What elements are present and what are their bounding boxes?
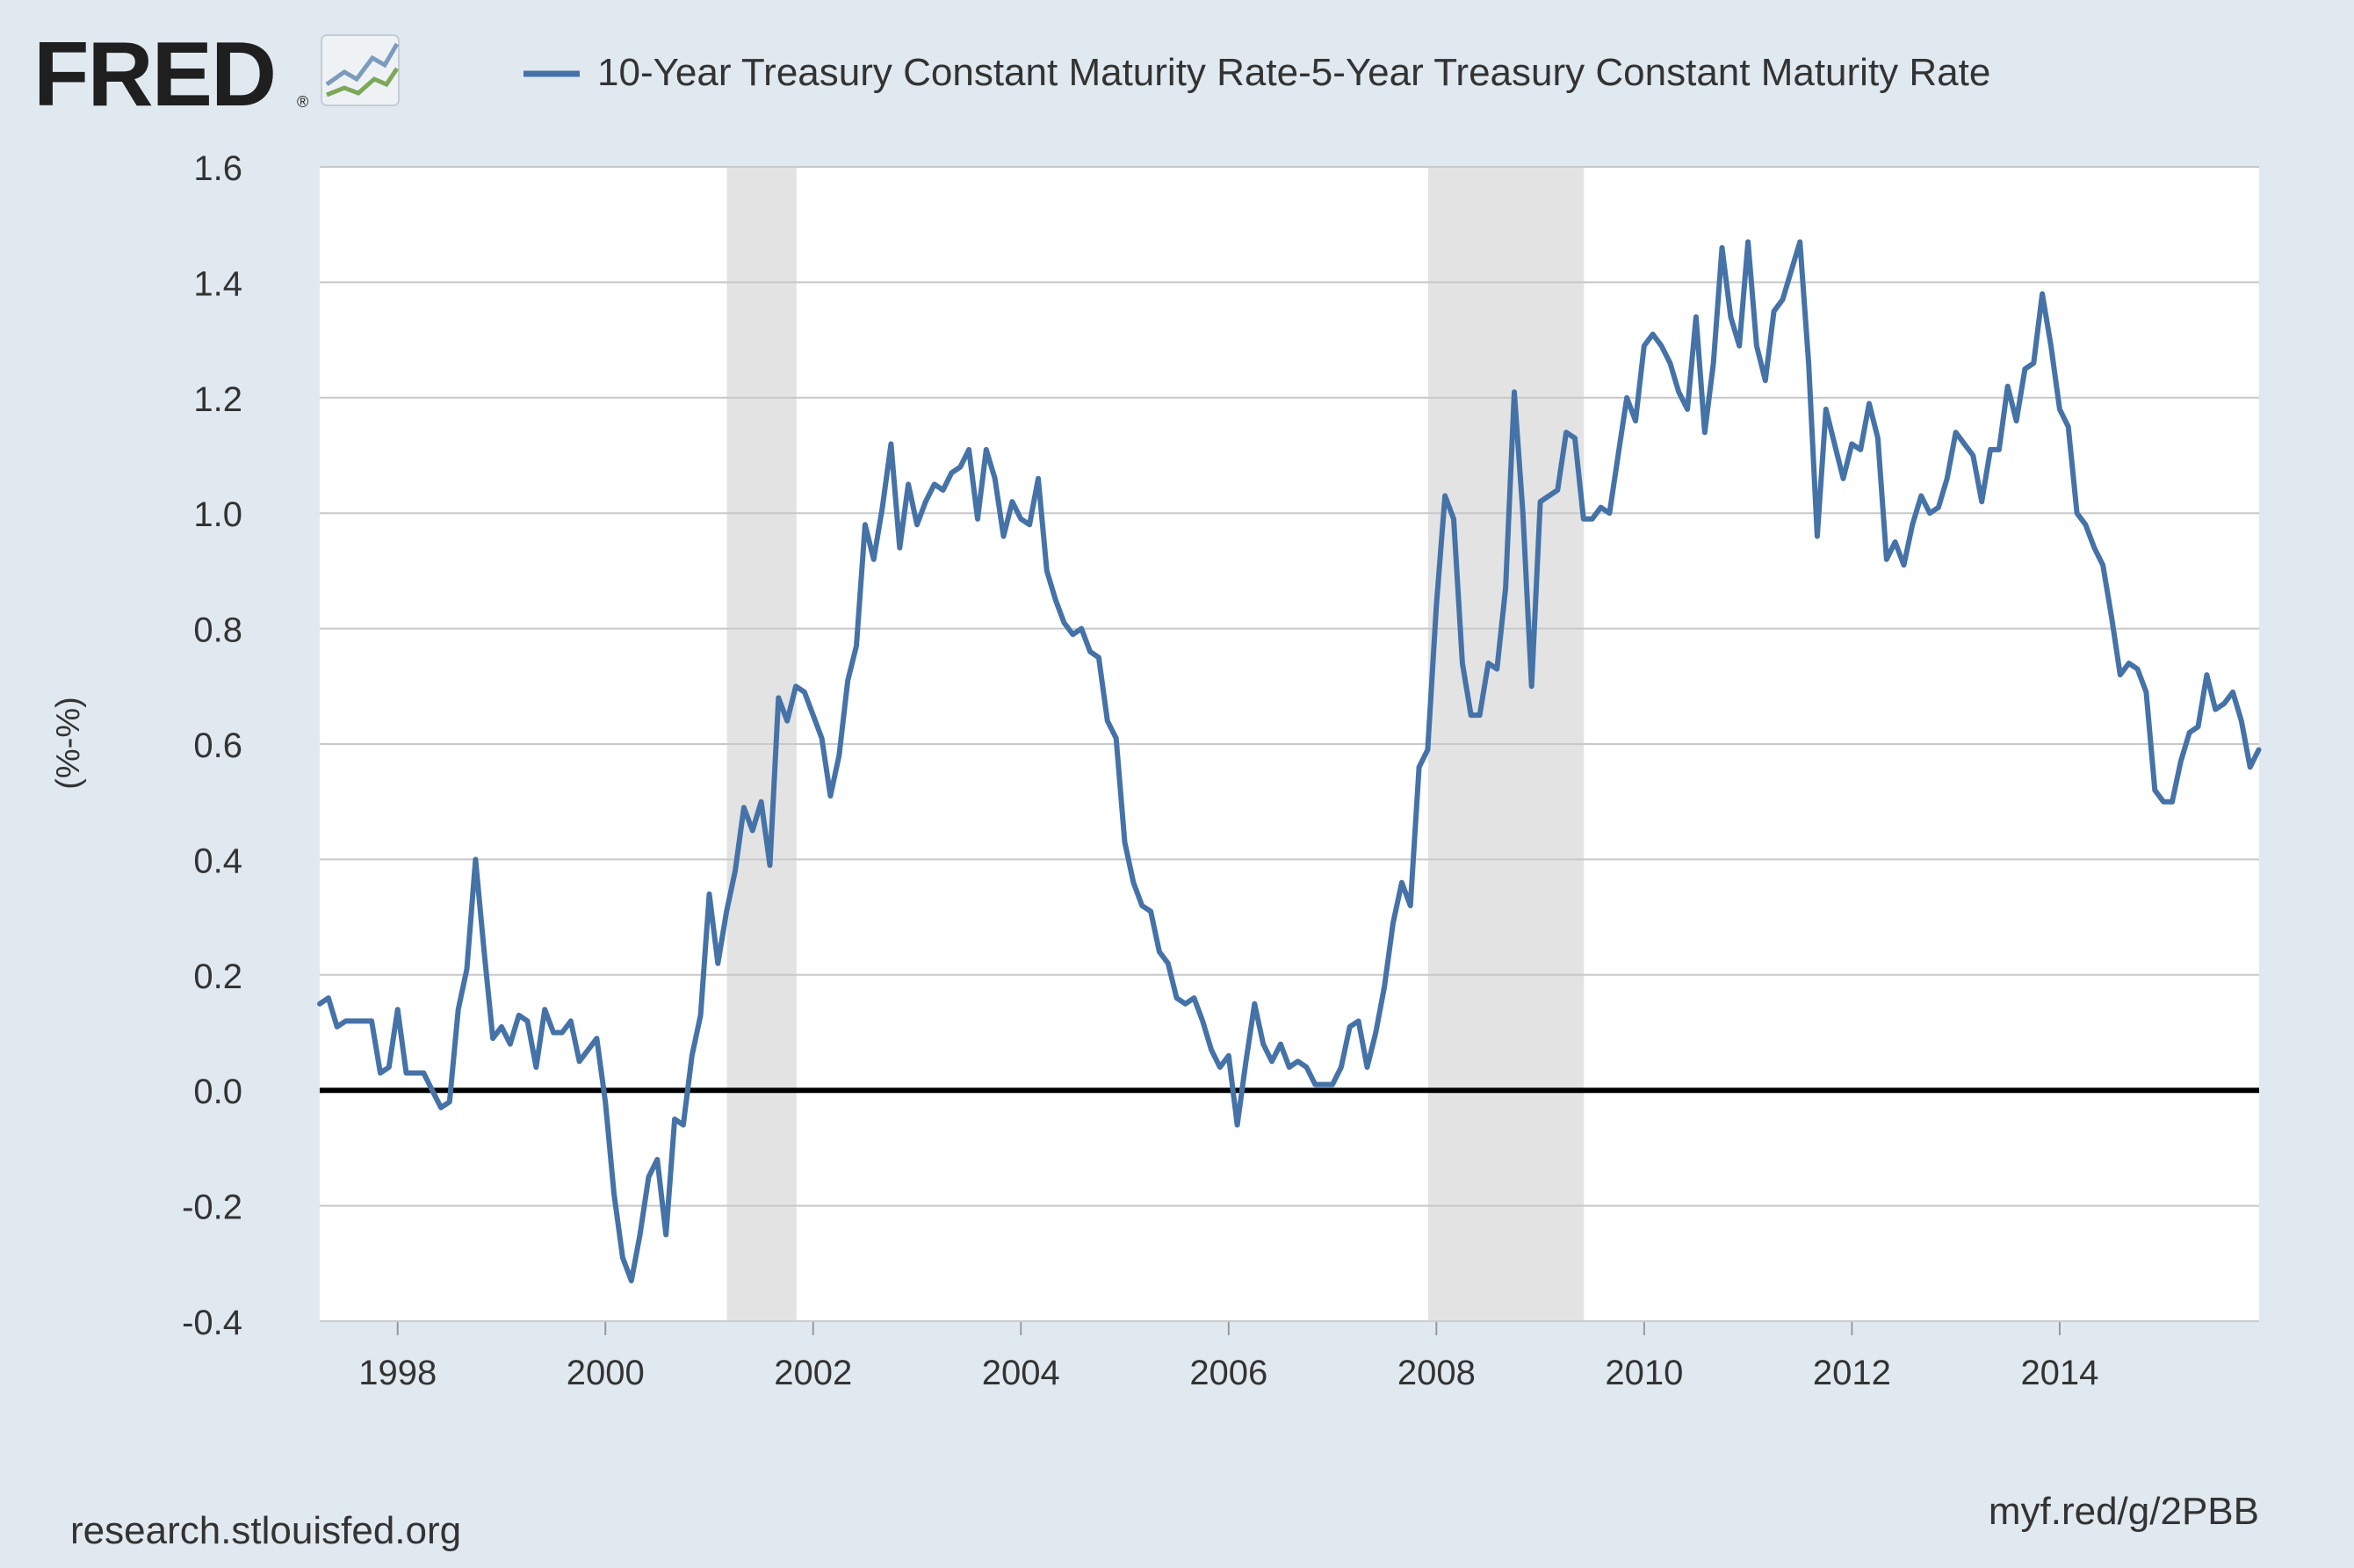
y-tick-label: 0.8 — [193, 611, 242, 650]
y-tick-label: -0.2 — [182, 1189, 242, 1227]
x-tick-label: 2004 — [982, 1354, 1060, 1392]
fred-logo[interactable]: FRED ® — [33, 24, 400, 126]
y-tick-label: -0.4 — [182, 1304, 242, 1342]
registered-mark: ® — [297, 93, 308, 111]
y-tick-label: 0.4 — [193, 842, 242, 880]
y-tick-label: 0.6 — [193, 726, 242, 765]
series-line[interactable] — [317, 239, 2262, 1283]
x-tick-label: 1998 — [358, 1354, 437, 1392]
y-tick-label: 1.4 — [193, 264, 242, 303]
x-tick-label: 2012 — [1813, 1354, 1891, 1392]
fred-logo-text: FRED — [33, 24, 275, 126]
x-tick-label: 2002 — [774, 1354, 852, 1392]
legend-label: 10-Year Treasury Constant Maturity Rate-… — [597, 51, 1990, 94]
chart-legend[interactable]: 10-Year Treasury Constant Maturity Rate-… — [524, 51, 1990, 94]
y-axis-ticks: 1.6 1.4 1.2 1.0 0.8 0.6 0.4 0.2 0.0 -0.2 -0.4 — [182, 149, 242, 1342]
x-tick-label: 2008 — [1397, 1354, 1476, 1392]
y-tick-label: 0.0 — [193, 1073, 242, 1111]
y-tick-label: 1.2 — [193, 380, 242, 419]
x-axis-ticks: 1998 2000 2002 2004 2006 2008 2010 2012 2014 — [358, 1321, 2098, 1392]
x-tick-label: 2000 — [567, 1354, 645, 1392]
y-tick-label: 1.0 — [193, 495, 242, 534]
y-tick-label: 0.2 — [193, 957, 242, 996]
x-tick-label: 2010 — [1605, 1354, 1683, 1392]
footer-short-link[interactable]: myf.red/g/2PBB — [1989, 1490, 2259, 1533]
y-axis-label: (%-%) — [50, 697, 87, 790]
footer-source[interactable]: research.stlouisfed.org — [70, 1509, 461, 1552]
fred-logo-graph-icon — [321, 34, 400, 106]
y-tick-label: 1.6 — [193, 149, 242, 188]
x-tick-label: 2006 — [1189, 1354, 1267, 1392]
x-tick-label: 2014 — [2020, 1354, 2098, 1392]
